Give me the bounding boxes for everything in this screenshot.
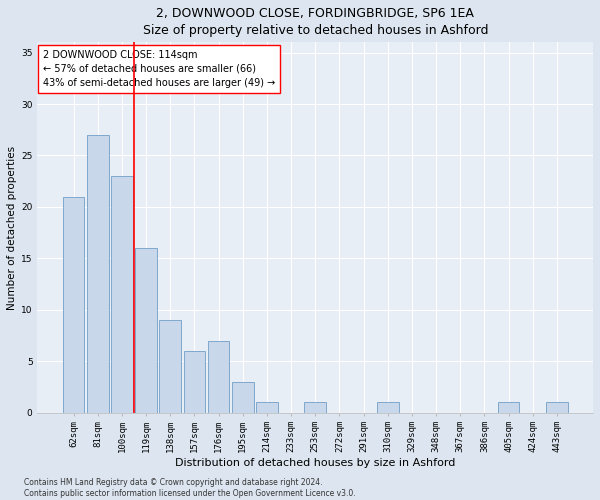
Bar [208, 340, 229, 412]
Text: Contains HM Land Registry data © Crown copyright and database right 2024.
Contai: Contains HM Land Registry data © Crown c… [24, 478, 356, 498]
Text: 2 DOWNWOOD CLOSE: 114sqm
← 57% of detached houses are smaller (66)
43% of semi-d: 2 DOWNWOOD CLOSE: 114sqm ← 57% of detach… [43, 50, 275, 88]
Bar [304, 402, 326, 412]
Bar [498, 402, 520, 412]
Bar [135, 248, 157, 412]
Bar [377, 402, 398, 412]
Bar [256, 402, 278, 412]
Bar [87, 135, 109, 412]
X-axis label: Distribution of detached houses by size in Ashford: Distribution of detached houses by size … [175, 458, 455, 468]
Bar [184, 351, 205, 412]
Bar [546, 402, 568, 412]
Bar [232, 382, 254, 412]
Y-axis label: Number of detached properties: Number of detached properties [7, 146, 17, 310]
Title: 2, DOWNWOOD CLOSE, FORDINGBRIDGE, SP6 1EA
Size of property relative to detached : 2, DOWNWOOD CLOSE, FORDINGBRIDGE, SP6 1E… [143, 7, 488, 37]
Bar [111, 176, 133, 412]
Bar [160, 320, 181, 412]
Bar [63, 196, 85, 412]
